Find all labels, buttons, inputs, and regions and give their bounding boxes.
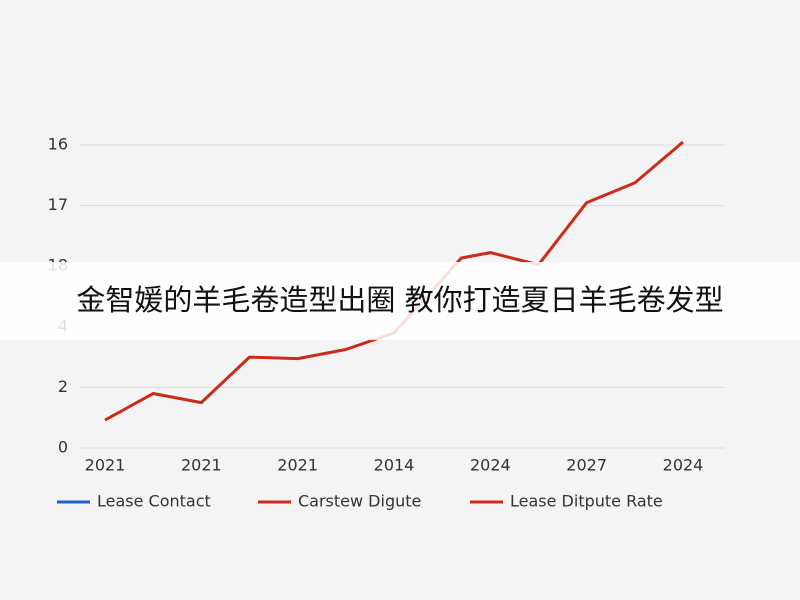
x-tick-label: 2014 — [374, 456, 415, 475]
x-tick-label: 2021 — [85, 456, 126, 475]
legend-label: Carstew Digute — [298, 492, 421, 511]
legend-label: Lease Ditpute Rate — [510, 492, 663, 511]
y-tick-label: 2 — [58, 377, 68, 396]
x-tick-label: 2021 — [277, 456, 318, 475]
y-tick-label: 0 — [58, 438, 68, 457]
x-tick-label: 2021 — [181, 456, 222, 475]
y-tick-label: 17 — [48, 195, 68, 214]
x-tick-label: 2024 — [663, 456, 704, 475]
y-tick-label: 16 — [48, 135, 68, 154]
banner-title: 金智媛的羊毛卷造型出圈 教你打造夏日羊毛卷发型 — [76, 283, 723, 317]
legend-label: Lease Contact — [97, 492, 211, 511]
banner-background — [0, 262, 800, 340]
x-tick-label: 2027 — [566, 456, 607, 475]
x-tick-label: 2024 — [470, 456, 511, 475]
plot: 0241817162021202120212014202420272024Lea… — [48, 135, 725, 511]
